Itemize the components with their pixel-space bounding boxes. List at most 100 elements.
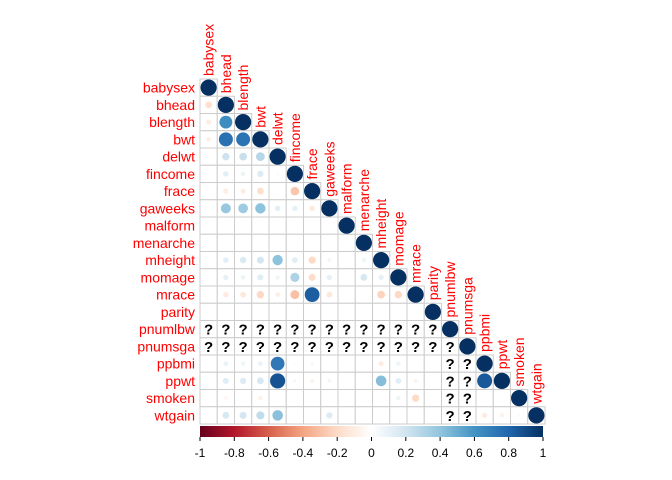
grid-cell xyxy=(199,389,218,408)
correlation-circle-momage-blength xyxy=(240,275,246,280)
correlation-circle-ppwt-mrace xyxy=(413,378,418,383)
correlation-circle-bhead-bhead xyxy=(217,96,234,113)
na-mark-pnumlbw-babysex: ? xyxy=(204,322,213,339)
correlation-circle-smoken-mrace xyxy=(411,394,420,402)
grid-cell xyxy=(337,389,356,408)
grid-cell xyxy=(199,216,218,235)
grid-cell xyxy=(234,216,253,235)
grid-cell xyxy=(337,251,356,270)
na-mark-ppbmi-pnumsga: ? xyxy=(463,356,472,373)
correlation-circle-mheight-gaweeks xyxy=(327,258,332,263)
colorbar-gradient xyxy=(200,426,543,437)
na-mark-pnumlbw-parity: ? xyxy=(428,322,437,339)
correlation-circle-momage-delwt xyxy=(275,275,280,280)
column-label-pnumlbw: pnumlbw xyxy=(442,261,458,318)
row-label-momage: momage xyxy=(141,269,196,285)
correlation-circle-mheight-frace xyxy=(308,256,316,264)
correlation-circle-ppwt-ppbmi xyxy=(477,373,493,389)
correlation-circle-gaweeks-blength xyxy=(238,203,248,214)
grid-cell xyxy=(199,406,218,425)
colorbar-tick-label--0-8: -0.8 xyxy=(224,446,245,460)
grid-cell xyxy=(492,389,511,408)
grid-cell xyxy=(199,147,218,166)
column-label-mheight: mheight xyxy=(373,199,389,249)
grid-cell xyxy=(303,233,322,252)
na-mark-pnumsga-babysex: ? xyxy=(204,339,213,356)
correlation-circle-ppbmi-bwt xyxy=(257,361,263,367)
correlation-circle-ppwt-bhead xyxy=(222,377,229,384)
na-mark-wtgain-pnumlbw: ? xyxy=(446,408,455,425)
correlation-circle-fincome-bwt xyxy=(257,170,264,178)
grid-cell xyxy=(389,302,408,321)
correlation-circle-delwt-delwt xyxy=(269,148,286,165)
grid-cell xyxy=(320,216,339,235)
grid-cell xyxy=(406,406,425,425)
column-label-delwt: delwt xyxy=(270,112,286,145)
na-mark-pnumsga-fincome: ? xyxy=(290,339,299,356)
correlation-circle-ppbmi-momage xyxy=(396,361,401,366)
correlation-circle-pnumlbw-pnumlbw xyxy=(442,321,459,338)
correlation-circle-momage-fincome xyxy=(290,272,300,282)
correlation-circle-fincome-fincome xyxy=(286,165,303,182)
na-mark-pnumlbw-frace: ? xyxy=(308,322,317,339)
column-label-bwt: bwt xyxy=(252,106,268,128)
column-label-frace: frace xyxy=(304,148,320,179)
grid-cell xyxy=(251,233,270,252)
na-mark-pnumlbw-mrace: ? xyxy=(411,322,420,339)
grid-cell xyxy=(234,302,253,321)
grid-cell xyxy=(199,302,218,321)
correlation-circle-mrace-momage xyxy=(394,290,403,299)
correlation-circle-blength-bhead xyxy=(219,115,233,129)
na-mark-pnumlbw-fincome: ? xyxy=(290,322,299,339)
grid-cell xyxy=(337,233,356,252)
correlation-circle-wtgain-blength xyxy=(239,411,247,419)
correlation-circle-mrace-gaweeks xyxy=(326,291,333,298)
correlation-circle-delwt-bhead xyxy=(222,152,230,161)
correlation-circle-ppwt-gaweeks xyxy=(327,378,332,383)
correlation-circle-ppbmi-blength xyxy=(240,361,246,366)
correlation-circle-frace-bwt xyxy=(256,187,264,195)
column-label-momage: momage xyxy=(390,211,406,266)
correlation-circle-wtgain-ppbmi xyxy=(481,412,488,419)
correlation-circle-mrace-bhead xyxy=(223,291,229,298)
colorbar-tick-label--0-6: -0.6 xyxy=(258,446,279,460)
na-mark-pnumsga-parity: ? xyxy=(428,339,437,356)
grid-cell xyxy=(303,389,322,408)
na-mark-pnumsga-bwt: ? xyxy=(256,339,265,356)
column-label-bhead: bhead xyxy=(218,54,234,93)
grid-cell xyxy=(251,216,270,235)
correlation-circle-mheight-delwt xyxy=(272,254,283,266)
row-label-babysex: babysex xyxy=(143,80,195,96)
column-label-mrace: mrace xyxy=(408,244,424,283)
correlation-circle-gaweeks-gaweeks xyxy=(321,200,338,217)
correlation-circle-ppwt-frace xyxy=(310,378,315,383)
correlation-circle-mrace-mheight xyxy=(377,290,386,299)
na-mark-pnumlbw-malform: ? xyxy=(342,322,351,339)
correlation-circle-momage-mheight xyxy=(378,274,384,281)
correlation-circle-menarche-menarche xyxy=(355,234,372,251)
na-mark-pnumsga-momage: ? xyxy=(394,339,403,356)
grid-cell xyxy=(268,182,287,201)
correlation-circle-ppbmi-mheight xyxy=(378,361,384,367)
correlation-circle-ppwt-fincome xyxy=(293,379,297,383)
na-mark-ppwt-pnumsga: ? xyxy=(463,373,472,390)
grid-cell xyxy=(285,406,304,425)
grid-cell xyxy=(303,302,322,321)
column-label-gaweeks: gaweeks xyxy=(321,141,337,196)
grid-cell xyxy=(199,233,218,252)
correlation-circle-frace-frace xyxy=(304,183,321,200)
correlation-circle-momage-momage xyxy=(390,269,407,286)
correlation-circle-gaweeks-bhead xyxy=(220,203,231,214)
grid-cell xyxy=(320,233,339,252)
na-mark-pnumlbw-gaweeks: ? xyxy=(325,322,334,339)
na-mark-pnumsga-menarche: ? xyxy=(359,339,368,356)
grid-cell xyxy=(303,216,322,235)
correlation-circle-smoken-momage xyxy=(396,395,401,401)
correlation-circle-menarche-mheight xyxy=(378,240,384,246)
grid-cell xyxy=(354,371,373,390)
grid-cell xyxy=(285,216,304,235)
row-label-malform: malform xyxy=(144,218,195,234)
row-label-fincome: fincome xyxy=(146,166,195,182)
correlation-circle-mrace-delwt xyxy=(275,292,281,298)
